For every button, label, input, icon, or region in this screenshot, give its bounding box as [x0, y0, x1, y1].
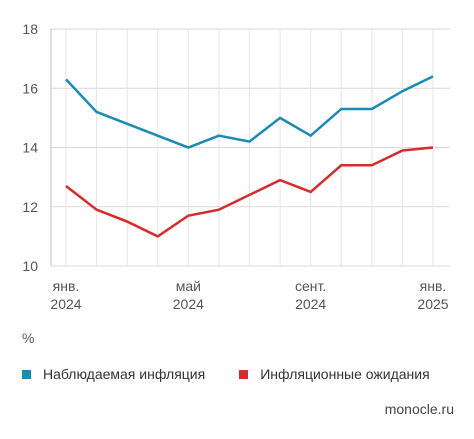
y-axis-ticks: 10 12 14 16 18: [22, 21, 38, 274]
x-tick-label: 2025: [417, 296, 448, 312]
chart-grid: [50, 28, 450, 267]
x-tick-label: янв.: [420, 278, 447, 294]
x-tick-label: 2024: [295, 296, 326, 312]
y-tick-label: 16: [22, 80, 38, 96]
legend-swatch-observed-inflation: [22, 369, 31, 379]
x-tick-label: май: [176, 278, 201, 294]
x-tick-label: янв.: [53, 278, 80, 294]
legend-label-inflation-expectations: Инфляционные ожидания: [260, 366, 430, 382]
y-tick-label: 12: [22, 199, 38, 215]
legend-item-inflation-expectations: Инфляционные ожидания: [239, 366, 430, 382]
line-chart: 10 12 14 16 18 янв. 2024 май 2024 сент. 2024 янв. 2…: [22, 21, 450, 312]
legend-swatch-inflation-expectations: [239, 369, 249, 379]
chart-series: [65, 75, 434, 238]
y-tick-label: 10: [22, 258, 38, 274]
x-tick-label: сент.: [295, 278, 326, 294]
y-tick-label: 18: [22, 21, 38, 37]
legend-label-observed-inflation: Наблюдаемая инфляция: [43, 366, 206, 382]
x-tick-label: 2024: [50, 296, 81, 312]
chart-legend: Наблюдаемая инфляция Инфляционные ожидан…: [22, 366, 464, 382]
y-tick-label: 14: [22, 140, 38, 156]
x-axis-ticks: янв. 2024 май 2024 сент. 2024 янв. 2025: [50, 278, 448, 312]
unit-label: %: [22, 330, 35, 346]
legend-item-observed-inflation: Наблюдаемая инфляция: [22, 366, 205, 382]
x-tick-label: 2024: [173, 296, 204, 312]
source-label: monocle.ru: [384, 401, 454, 417]
